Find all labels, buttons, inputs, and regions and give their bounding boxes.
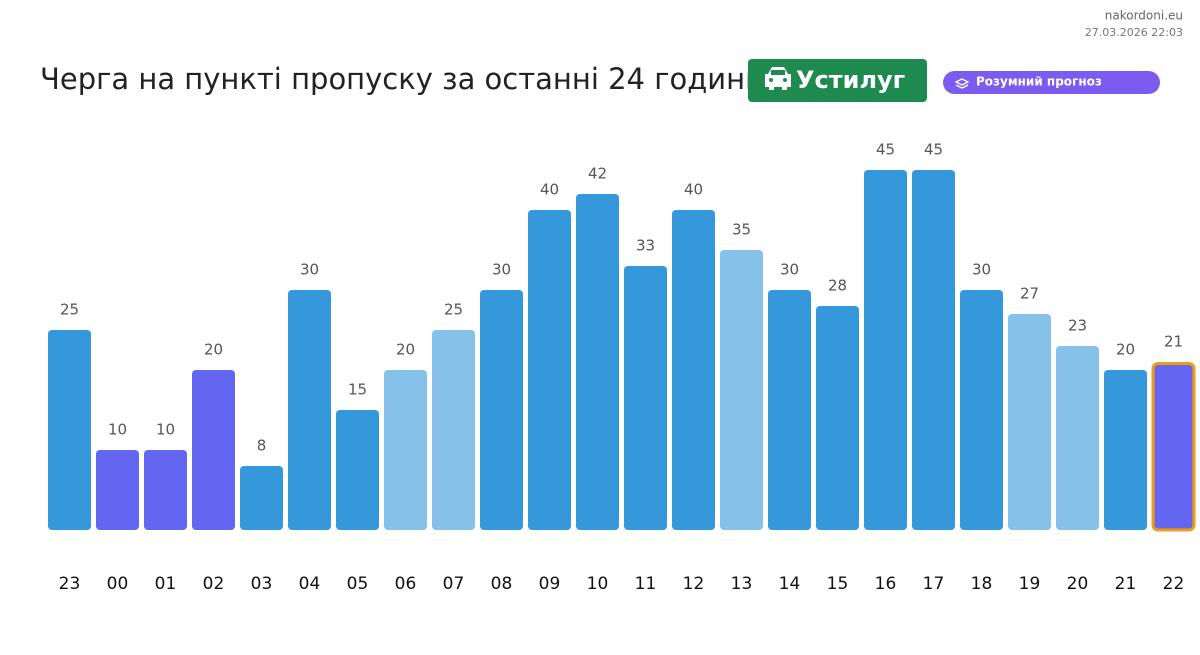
bar	[432, 330, 475, 530]
bar	[480, 290, 523, 530]
x-tick-label: 13	[731, 574, 753, 594]
bar	[960, 290, 1003, 530]
x-tick-label: 05	[347, 574, 369, 594]
x-tick-label: 10	[587, 574, 609, 594]
x-tick-label: 23	[59, 574, 81, 594]
site: nakordoni.eu	[1105, 9, 1183, 23]
value-label: 30	[300, 261, 319, 279]
value-label: 30	[492, 261, 511, 279]
bar	[720, 250, 763, 530]
value-label: 25	[444, 301, 463, 319]
timestamp: 27.03.2026 22:03	[1085, 26, 1183, 39]
value-label: 20	[204, 341, 223, 359]
x-tick-label: 11	[635, 574, 657, 594]
bar	[1104, 370, 1147, 530]
bar	[96, 450, 139, 530]
value-label: 23	[1068, 317, 1087, 335]
x-tick-label: 06	[395, 574, 417, 594]
value-label: 8	[257, 437, 267, 455]
value-label: 42	[588, 165, 607, 183]
value-label: 45	[876, 141, 895, 159]
bar	[240, 466, 283, 530]
x-tick-label: 21	[1115, 574, 1137, 594]
bar	[912, 170, 955, 530]
bar	[1151, 362, 1196, 532]
value-label: 15	[348, 381, 367, 399]
value-label: 20	[1116, 341, 1135, 359]
value-label: 45	[924, 141, 943, 159]
value-label: 20	[396, 341, 415, 359]
x-tick-label: 22	[1163, 574, 1185, 594]
x-tick-label: 09	[539, 574, 561, 594]
bar	[624, 266, 667, 530]
x-tick-label: 19	[1019, 574, 1041, 594]
x-tick-label: 14	[779, 574, 801, 594]
x-tick-label: 20	[1067, 574, 1089, 594]
value-label: 30	[972, 261, 991, 279]
value-label: 10	[108, 421, 127, 439]
pill[interactable]: Розумний прогноз	[976, 75, 1102, 89]
pill-icon	[954, 78, 970, 89]
bar	[384, 370, 427, 530]
bar	[768, 290, 811, 530]
bar	[672, 210, 715, 530]
value-label: 40	[684, 181, 703, 199]
x-tick-label: 03	[251, 574, 273, 594]
bar	[528, 210, 571, 530]
x-tick-label: 17	[923, 574, 945, 594]
bar	[576, 194, 619, 530]
x-tick-label: 15	[827, 574, 849, 594]
bar	[144, 450, 187, 530]
value-label: 33	[636, 237, 655, 255]
value-label: 30	[780, 261, 799, 279]
x-tick-label: 16	[875, 574, 897, 594]
value-label: 28	[828, 277, 847, 295]
x-tick-label: 01	[155, 574, 177, 594]
value-label: 25	[60, 301, 79, 319]
car-icon	[765, 67, 791, 90]
value-label: 40	[540, 181, 559, 199]
bar	[1008, 314, 1051, 530]
x-tick-label: 07	[443, 574, 465, 594]
x-tick-label: 18	[971, 574, 993, 594]
pill-bg[interactable]	[943, 71, 1160, 94]
x-tick-label: 02	[203, 574, 225, 594]
badge: Устилуг	[796, 66, 905, 94]
bar	[192, 370, 235, 530]
badge-bg	[748, 59, 927, 102]
x-tick-label: 12	[683, 574, 705, 594]
value-label: 21	[1164, 333, 1183, 351]
value-label: 10	[156, 421, 175, 439]
bar	[336, 410, 379, 530]
x-tick-label: 04	[299, 574, 321, 594]
bar	[48, 330, 91, 530]
x-tick-label: 00	[107, 574, 129, 594]
bar	[864, 170, 907, 530]
chart-title: Черга на пункті пропуску за останні 24 г…	[40, 62, 764, 96]
bar	[1056, 346, 1099, 530]
x-tick-label: 08	[491, 574, 513, 594]
bar	[288, 290, 331, 530]
bar	[816, 306, 859, 530]
value-label: 35	[732, 221, 751, 239]
value-label: 27	[1020, 285, 1039, 303]
